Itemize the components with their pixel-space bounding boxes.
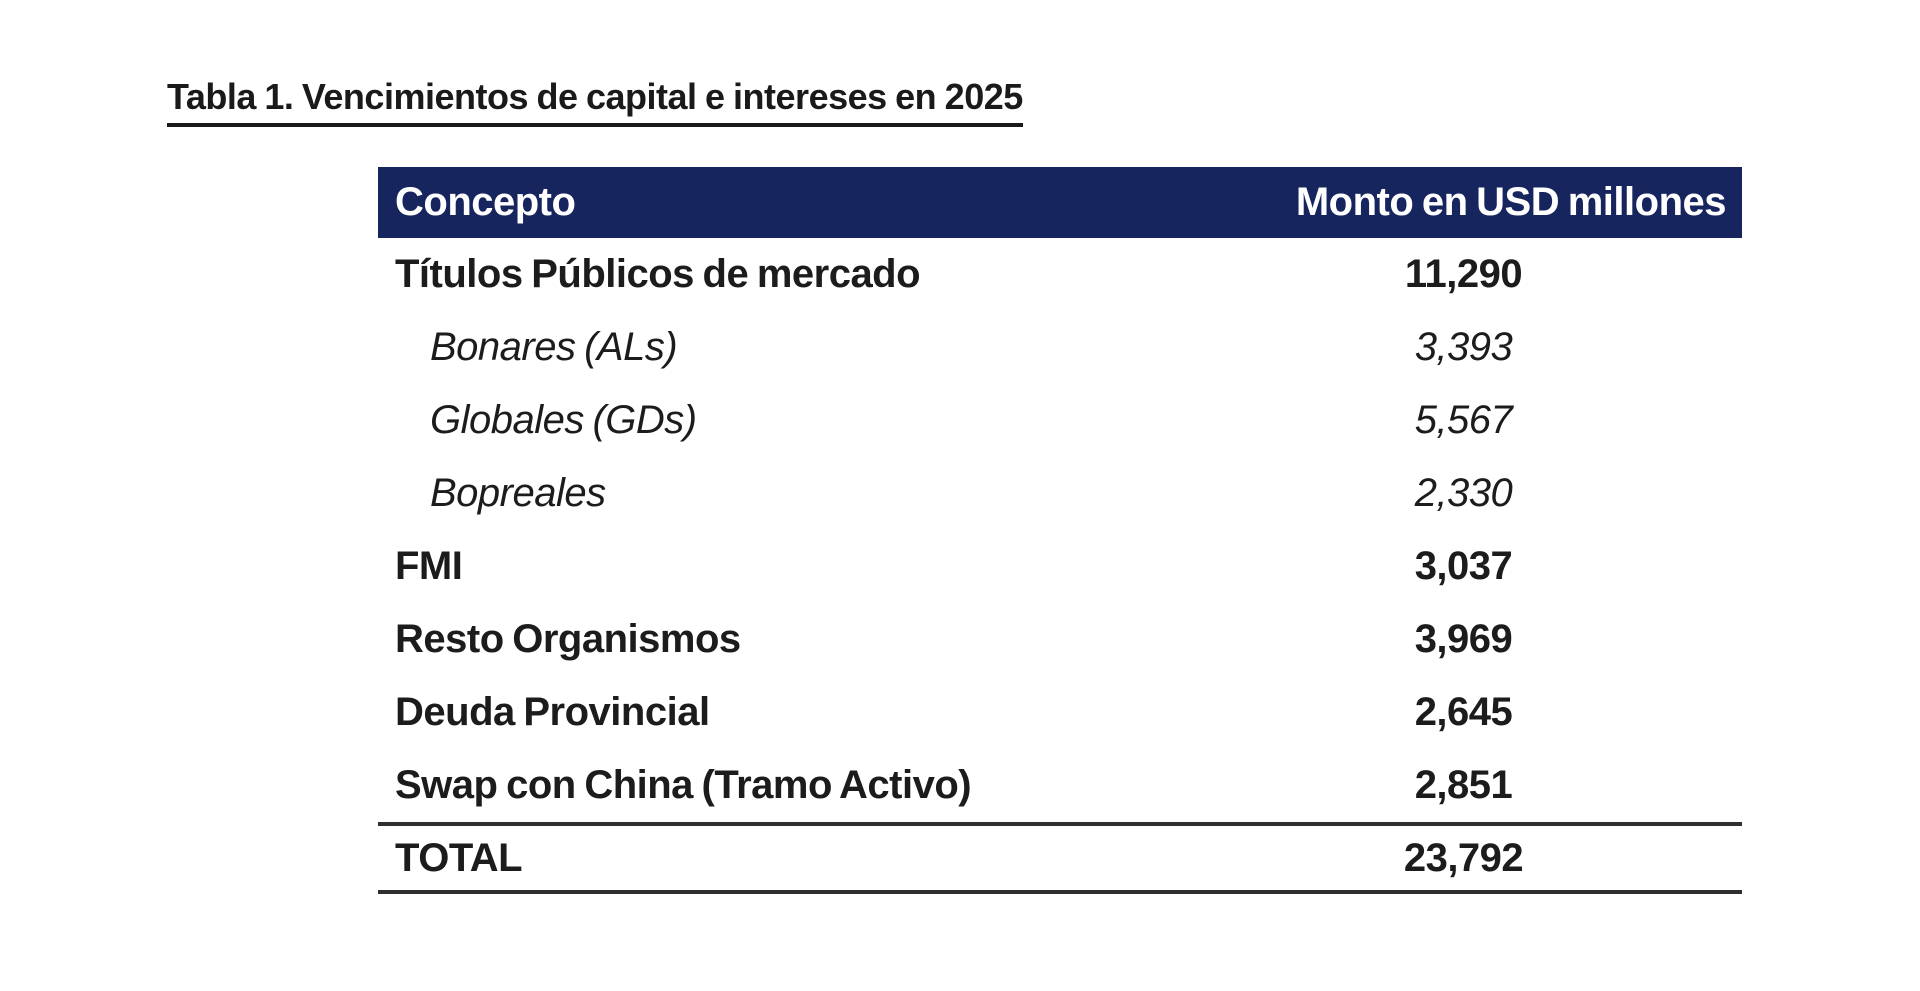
table-row-bopreales: Bopreales 2,330 xyxy=(378,457,1742,530)
table-header-row: Concepto Monto en USD millones xyxy=(378,167,1742,238)
row-value: 3,969 xyxy=(1414,617,1513,661)
table-row-total: TOTAL 23,792 xyxy=(378,822,1742,894)
row-value: 5,567 xyxy=(1414,398,1513,442)
row-value: 3,393 xyxy=(1414,325,1513,369)
total-value: 23,792 xyxy=(1403,835,1524,880)
row-label: Bonares (ALs) xyxy=(430,325,678,369)
row-label: FMI xyxy=(395,544,463,588)
row-value: 11,290 xyxy=(1404,252,1523,296)
row-label: Deuda Provincial xyxy=(395,690,710,734)
row-label: Globales (GDs) xyxy=(430,398,697,442)
total-label: TOTAL xyxy=(395,835,523,880)
table-row-deuda-provincial: Deuda Provincial 2,645 xyxy=(378,676,1742,749)
table-row-bonares: Bonares (ALs) 3,393 xyxy=(378,311,1742,384)
row-label: Resto Organismos xyxy=(395,617,741,661)
row-value: 2,330 xyxy=(1414,471,1513,515)
row-value: 3,037 xyxy=(1414,544,1513,588)
row-label: Swap con China (Tramo Activo) xyxy=(395,763,972,807)
table-row-titulos-publicos: Títulos Públicos de mercado 11,290 xyxy=(378,238,1742,311)
header-monto-usd-millones: Monto en USD millones xyxy=(1295,180,1727,224)
row-label: Bopreales xyxy=(430,471,606,515)
row-value: 2,645 xyxy=(1414,690,1513,734)
table-row-resto-organismos: Resto Organismos 3,969 xyxy=(378,603,1742,676)
row-label: Títulos Públicos de mercado xyxy=(395,252,921,296)
debt-maturities-table: Concepto Monto en USD millones Títulos P… xyxy=(378,167,1742,894)
table-row-globales: Globales (GDs) 5,567 xyxy=(378,384,1742,457)
table-row-fmi: FMI 3,037 xyxy=(378,530,1742,603)
row-value: 2,851 xyxy=(1414,763,1513,807)
table-row-swap-china: Swap con China (Tramo Activo) 2,851 xyxy=(378,749,1742,822)
header-concepto: Concepto xyxy=(395,180,576,224)
table-title: Tabla 1. Vencimientos de capital e inter… xyxy=(167,76,1023,127)
